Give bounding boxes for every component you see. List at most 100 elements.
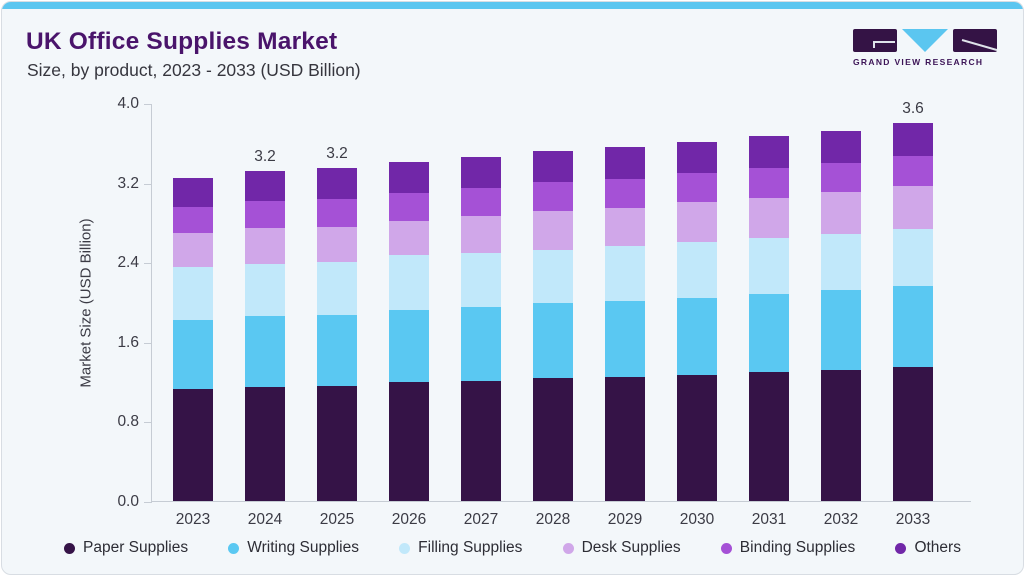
bar-segment-desk-supplies bbox=[533, 210, 573, 251]
legend-item-others: Others bbox=[895, 539, 961, 557]
bar-segment-filling-supplies bbox=[461, 253, 501, 308]
bar-segment-others bbox=[461, 156, 501, 188]
bar-2023 bbox=[173, 177, 213, 501]
page-subtitle: Size, by product, 2023 - 2033 (USD Billi… bbox=[27, 60, 361, 80]
legend-label: Binding Supplies bbox=[739, 539, 856, 556]
legend-label: Desk Supplies bbox=[581, 539, 681, 556]
bar-segment-binding-supplies bbox=[461, 187, 501, 216]
legend-item-desk-supplies: Desk Supplies bbox=[562, 539, 681, 557]
bar-segment-desk-supplies bbox=[317, 226, 357, 263]
logo-r-mark-icon bbox=[953, 29, 997, 52]
bar-segment-paper-supplies bbox=[893, 366, 933, 501]
bar-2026 bbox=[389, 161, 429, 501]
legend-item-binding-supplies: Binding Supplies bbox=[720, 539, 856, 557]
bar-segment-binding-supplies bbox=[389, 192, 429, 221]
bar-segment-writing-supplies bbox=[173, 319, 213, 389]
bar-segment-desk-supplies bbox=[605, 207, 645, 247]
legend-item-filling-supplies: Filling Supplies bbox=[399, 539, 522, 557]
bar-segment-writing-supplies bbox=[317, 315, 357, 386]
y-tick-mark bbox=[144, 104, 152, 105]
legend-label: Others bbox=[914, 539, 961, 556]
logo-v-triangle-icon bbox=[902, 29, 948, 52]
bar-segment-paper-supplies bbox=[533, 377, 573, 501]
legend-label: Writing Supplies bbox=[247, 539, 359, 556]
bar-2032 bbox=[821, 130, 861, 501]
x-axis-label-2026: 2026 bbox=[391, 511, 427, 528]
bar-segment-writing-supplies bbox=[533, 303, 573, 378]
bar-segment-writing-supplies bbox=[389, 310, 429, 382]
x-axis-label-2033: 2033 bbox=[895, 511, 931, 528]
bar-segment-writing-supplies bbox=[821, 290, 861, 370]
bar-segment-paper-supplies bbox=[245, 386, 285, 501]
bar-segment-writing-supplies bbox=[461, 307, 501, 381]
bar-segment-filling-supplies bbox=[173, 267, 213, 320]
bar-2025 bbox=[317, 167, 357, 501]
x-axis-label-2029: 2029 bbox=[607, 511, 643, 528]
bar-segment-desk-supplies bbox=[893, 185, 933, 230]
legend-dot-paper-supplies bbox=[64, 542, 75, 554]
legend-label: Filling Supplies bbox=[418, 539, 523, 556]
y-tick-label: 2.4 bbox=[117, 254, 139, 272]
bar-segment-filling-supplies bbox=[533, 250, 573, 304]
logo-g-mark-icon bbox=[853, 29, 897, 52]
bar-segment-others bbox=[173, 177, 213, 207]
plot-area: 0.0 0.8 1.6 2.4 3.2 4.0 2023 2024 3.2 2025 3.2 2026… bbox=[117, 95, 971, 528]
bar-2029 bbox=[605, 146, 645, 501]
bar-segment-filling-supplies bbox=[677, 242, 717, 299]
bar-total-label-2033: 3.6 bbox=[902, 99, 924, 117]
bar-segment-desk-supplies bbox=[749, 197, 789, 239]
legend-dot-filling-supplies bbox=[399, 542, 411, 554]
chart-legend: Paper Supplies Writing Supplies Filling Su… bbox=[64, 539, 961, 557]
x-axis-label-2023: 2023 bbox=[175, 511, 211, 528]
bar-segment-paper-supplies bbox=[317, 385, 357, 501]
bar-segment-others bbox=[389, 161, 429, 193]
bar-segment-others bbox=[317, 167, 357, 199]
x-axis-label-2024: 2024 bbox=[247, 511, 283, 528]
bar-segment-filling-supplies bbox=[317, 262, 357, 316]
y-tick-mark bbox=[144, 502, 152, 503]
bar-segment-binding-supplies bbox=[821, 162, 861, 192]
bar-segment-paper-supplies bbox=[461, 380, 501, 501]
legend-dot-others bbox=[895, 542, 907, 554]
bar-segment-filling-supplies bbox=[605, 246, 645, 302]
bar-segment-paper-supplies bbox=[173, 388, 213, 501]
grand-view-research-logo: GRAND VIEW RESEARCH bbox=[853, 29, 997, 67]
legend-dot-desk-supplies bbox=[562, 542, 574, 554]
bar-total-label-2025: 3.2 bbox=[326, 144, 348, 162]
bar-segment-writing-supplies bbox=[677, 298, 717, 375]
bar-segment-others bbox=[605, 146, 645, 179]
bar-segment-desk-supplies bbox=[173, 233, 213, 268]
bar-segment-binding-supplies bbox=[173, 206, 213, 234]
bar-segment-filling-supplies bbox=[245, 264, 285, 317]
legend-item-paper-supplies: Paper Supplies bbox=[64, 539, 188, 557]
y-tick-label: 0.8 bbox=[117, 413, 139, 431]
x-axis-label-2031: 2031 bbox=[751, 511, 787, 528]
bar-segment-others bbox=[245, 170, 285, 201]
bar-segment-filling-supplies bbox=[893, 229, 933, 287]
bar-segment-paper-supplies bbox=[389, 381, 429, 501]
y-tick-label: 3.2 bbox=[117, 174, 139, 192]
bar-segment-binding-supplies bbox=[893, 155, 933, 186]
bar-segment-paper-supplies bbox=[605, 376, 645, 501]
bar-segment-writing-supplies bbox=[245, 316, 285, 387]
bar-segment-writing-supplies bbox=[749, 294, 789, 372]
bar-segment-binding-supplies bbox=[605, 178, 645, 208]
bar-segment-writing-supplies bbox=[893, 286, 933, 367]
y-tick-mark bbox=[144, 422, 152, 424]
y-tick-mark bbox=[144, 263, 152, 265]
bar-segment-binding-supplies bbox=[317, 198, 357, 227]
y-tick-mark bbox=[144, 183, 152, 185]
bar-segment-filling-supplies bbox=[389, 255, 429, 311]
top-accent-bar bbox=[2, 2, 1023, 9]
bar-segment-others bbox=[893, 123, 933, 156]
bar-segment-desk-supplies bbox=[677, 201, 717, 243]
bar-2030 bbox=[677, 141, 717, 501]
bar-segment-desk-supplies bbox=[821, 191, 861, 235]
bar-segment-binding-supplies bbox=[245, 200, 285, 228]
legend-label: Paper Supplies bbox=[83, 539, 189, 556]
legend-dot-writing-supplies bbox=[228, 542, 240, 554]
bar-segment-paper-supplies bbox=[749, 371, 789, 501]
bar-segment-filling-supplies bbox=[821, 234, 861, 291]
bar-2028 bbox=[533, 150, 573, 501]
